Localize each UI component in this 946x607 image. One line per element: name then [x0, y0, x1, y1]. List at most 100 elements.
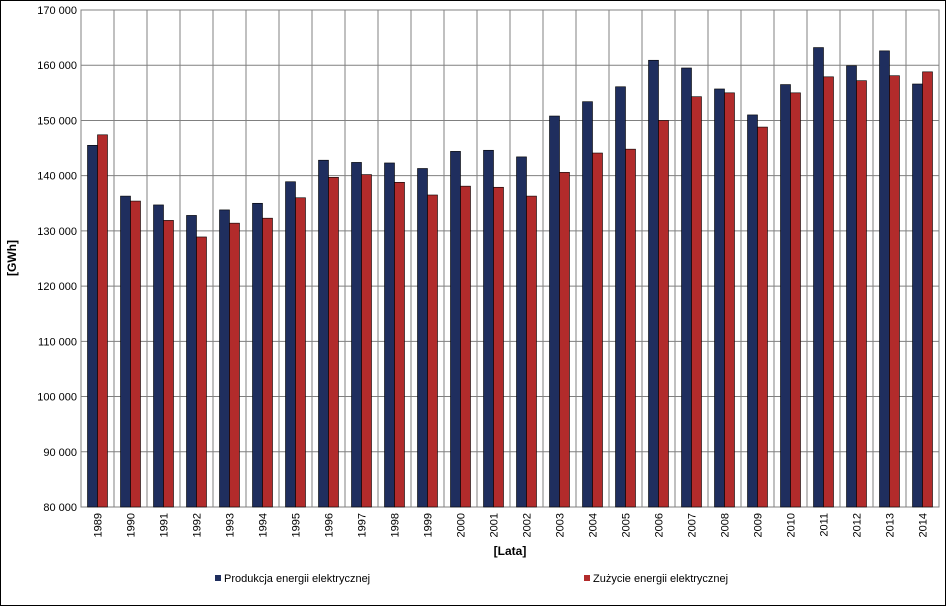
x-tick-label: 2008: [720, 513, 732, 537]
x-tick-label: 1989: [93, 513, 105, 537]
bar-produkcja-2005: [615, 86, 626, 508]
bar-produkcja-1993: [219, 209, 230, 508]
x-tick-label: 1991: [159, 513, 171, 537]
x-tick-label: 1990: [126, 513, 138, 537]
bars: [87, 47, 933, 508]
y-tick-label: 160 000: [37, 60, 77, 72]
x-tick-label: 1997: [357, 513, 369, 537]
y-tick-label: 80 000: [43, 502, 77, 514]
bar-zuzycie-1990: [130, 200, 141, 508]
x-tick-label: 2002: [522, 513, 534, 537]
bar-produkcja-1996: [318, 159, 329, 508]
bar-produkcja-2000: [450, 151, 461, 508]
x-axis-title: [Lata]: [494, 544, 527, 558]
bar-zuzycie-2008: [724, 92, 735, 508]
bar-zuzycie-2004: [592, 152, 603, 508]
bar-produkcja-1989: [87, 144, 98, 508]
legend-label-produkcja: Produkcja energii elektrycznej: [224, 573, 370, 585]
bar-produkcja-1990: [120, 195, 131, 508]
bar-zuzycie-2013: [889, 75, 900, 508]
bar-zuzycie-1995: [295, 197, 306, 508]
bar-zuzycie-2014: [922, 71, 933, 508]
bar-zuzycie-2010: [790, 92, 801, 508]
bar-produkcja-1991: [153, 204, 164, 508]
y-tick-label: 170 000: [37, 5, 77, 17]
y-tick-label: 100 000: [37, 392, 77, 404]
bar-produkcja-2009: [747, 114, 758, 508]
legend-label-zuzycie: Zużycie energii elektrycznej: [593, 573, 728, 585]
bar-zuzycie-1996: [328, 177, 339, 508]
x-tick-labels: 1989 1990 1991 1992 1993 1994 1995 1996 1997 1998…: [93, 513, 930, 537]
bar-zuzycie-2006: [658, 120, 669, 508]
x-tick-label: 2010: [786, 513, 798, 537]
bar-produkcja-2011: [813, 47, 824, 508]
y-tick-label: 90 000: [43, 447, 77, 459]
x-tick-label: 2013: [885, 513, 897, 537]
bar-produkcja-1997: [351, 162, 362, 508]
bar-zuzycie-2009: [757, 126, 768, 508]
y-tick-label: 120 000: [37, 281, 77, 293]
x-tick-label: 2003: [555, 513, 567, 537]
y-axis-title: [GWh]: [5, 240, 19, 276]
bar-zuzycie-1997: [361, 174, 372, 508]
x-tick-label: 2012: [852, 513, 864, 537]
bar-zuzycie-2002: [526, 195, 537, 508]
bar-produkcja-1995: [285, 181, 296, 508]
bar-zuzycie-1994: [262, 217, 273, 508]
bar-produkcja-2002: [516, 156, 527, 508]
bar-zuzycie-1998: [394, 181, 405, 508]
bar-produkcja-2012: [846, 65, 857, 508]
bar-zuzycie-1992: [196, 236, 207, 508]
bar-zuzycie-2011: [823, 76, 834, 508]
x-tick-label: 2001: [489, 513, 501, 537]
bar-produkcja-1998: [384, 162, 395, 508]
bar-produkcja-2007: [681, 67, 692, 508]
bar-zuzycie-2005: [625, 148, 636, 508]
bar-produkcja-1994: [252, 202, 263, 508]
bar-zuzycie-1991: [163, 220, 174, 508]
legend-swatch-produkcja: [215, 575, 221, 581]
bar-produkcja-2006: [648, 59, 659, 508]
x-tick-label: 1994: [258, 513, 270, 537]
bar-zuzycie-2007: [691, 96, 702, 508]
bar-zuzycie-1999: [427, 194, 438, 508]
bar-produkcja-2003: [549, 115, 560, 508]
x-tick-label: 2009: [753, 513, 765, 537]
x-tick-label: 1995: [291, 513, 303, 537]
x-tick-label: 1993: [225, 513, 237, 537]
legend: Produkcja energii elektrycznej Zużycie e…: [215, 573, 728, 585]
x-tick-label: 2000: [456, 513, 468, 537]
x-tick-label: 1999: [423, 513, 435, 537]
x-tick-label: 2014: [918, 513, 930, 537]
x-tick-label: 1996: [324, 513, 336, 537]
x-tick-label: 1998: [390, 513, 402, 537]
bar-produkcja-2014: [912, 83, 923, 508]
bar-produkcja-2008: [714, 88, 725, 508]
bar-zuzycie-2003: [559, 172, 570, 508]
bar-zuzycie-1993: [229, 222, 240, 508]
x-tick-label: 2005: [621, 513, 633, 537]
y-tick-labels: 80 000 90 000 100 000 110 000 120 000 130 000…: [37, 5, 77, 514]
bar-produkcja-2001: [483, 149, 494, 508]
legend-swatch-zuzycie: [584, 575, 590, 581]
x-tick-label: 1992: [192, 513, 204, 537]
x-tick-label: 2004: [588, 513, 600, 537]
bar-produkcja-2013: [879, 50, 890, 508]
x-tick-label: 2006: [654, 513, 666, 537]
bar-zuzycie-1989: [97, 134, 108, 508]
bar-zuzycie-2000: [460, 185, 471, 508]
y-tick-label: 110 000: [38, 336, 77, 348]
bar-produkcja-1992: [186, 215, 197, 508]
bar-zuzycie-2012: [856, 80, 867, 508]
x-tick-label: 2007: [687, 513, 699, 537]
bar-produkcja-2004: [582, 101, 593, 508]
bar-produkcja-2010: [780, 84, 791, 508]
x-tick-label: 2011: [819, 513, 831, 537]
bar-produkcja-1999: [417, 168, 428, 508]
y-tick-label: 140 000: [37, 171, 77, 183]
y-tick-label: 130 000: [37, 226, 77, 238]
y-tick-label: 150 000: [37, 115, 77, 127]
bar-zuzycie-2001: [493, 186, 504, 508]
